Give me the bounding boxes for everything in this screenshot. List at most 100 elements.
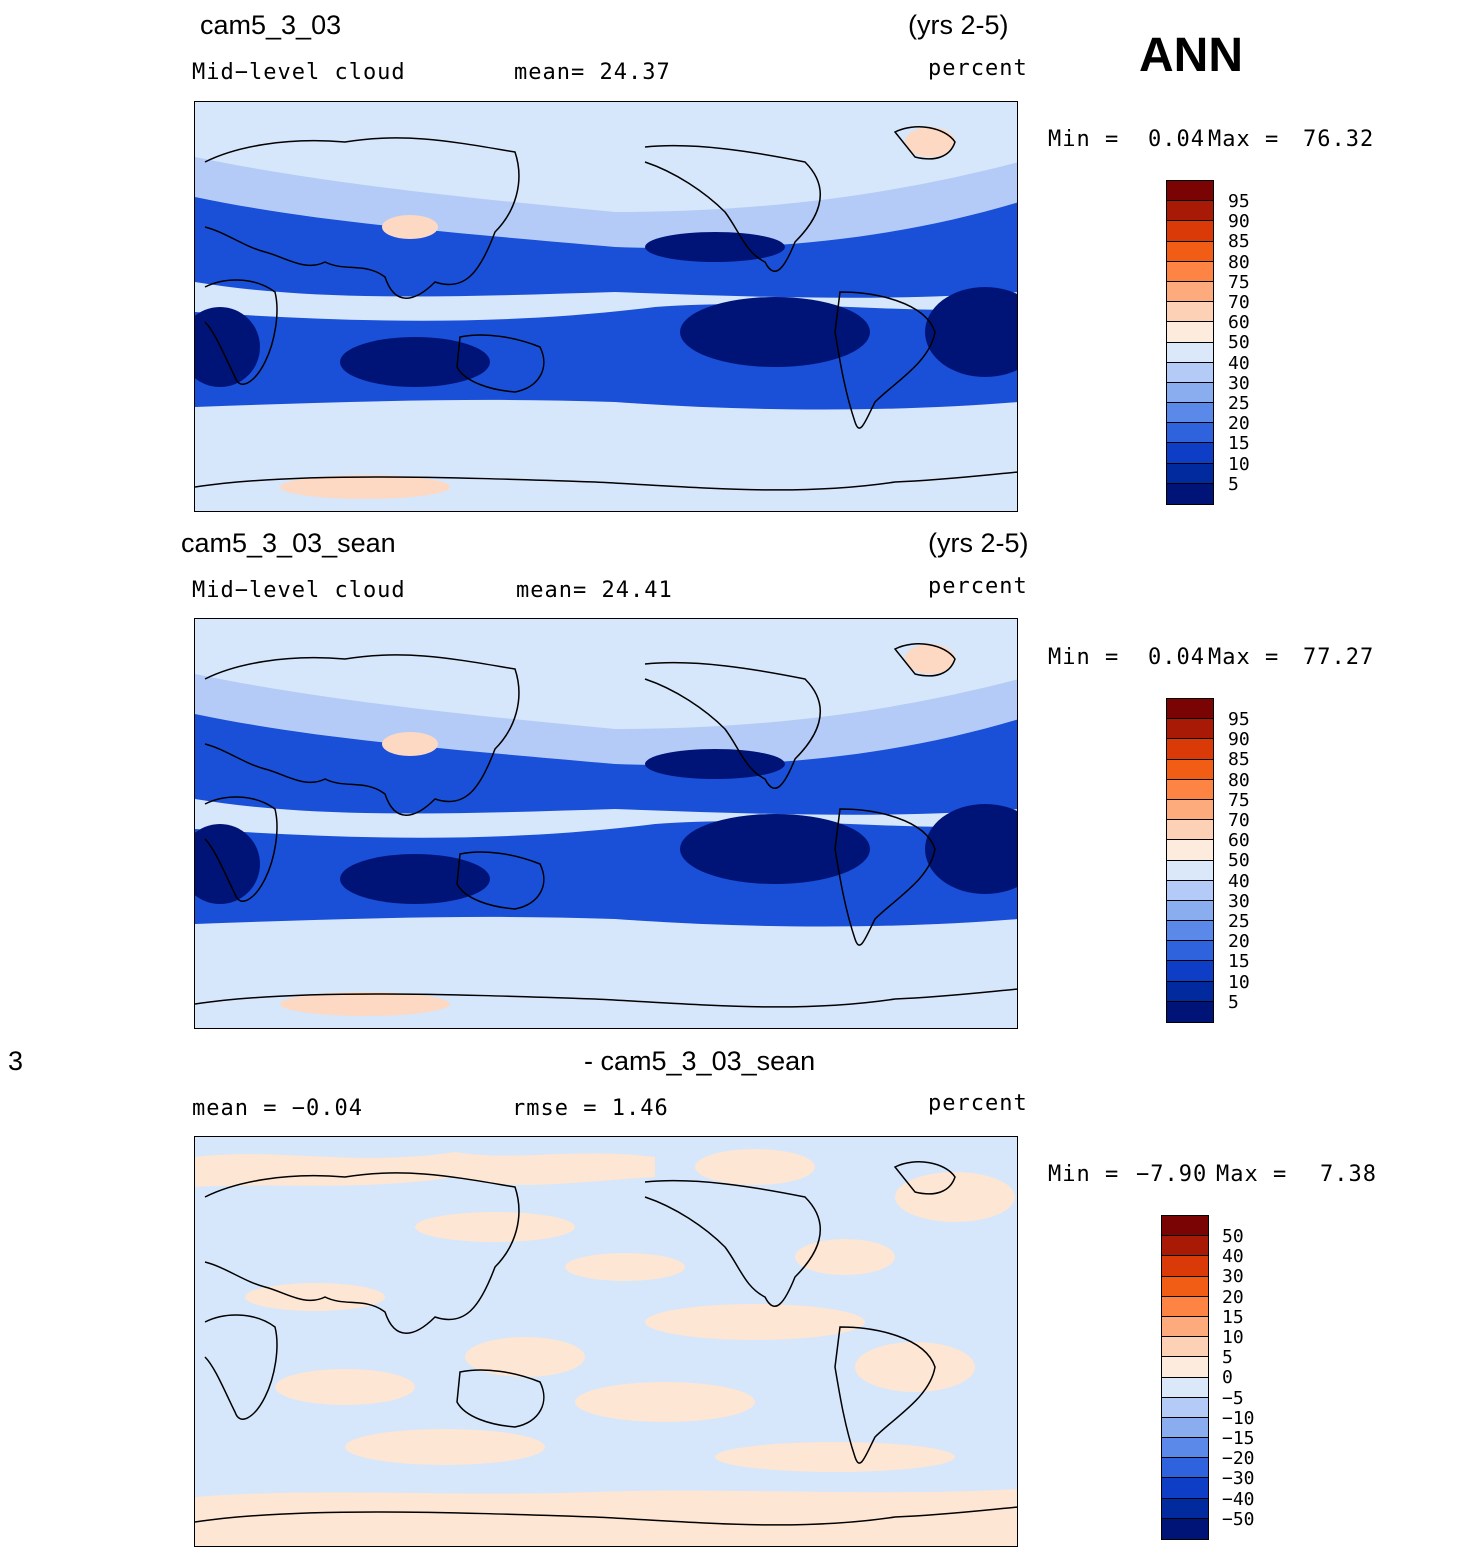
northern-storm-track	[195, 674, 1017, 769]
colorbar-swatch	[1167, 921, 1213, 942]
season-label: ANN	[1139, 29, 1243, 82]
southern-subtropical-band	[195, 821, 1017, 927]
colorbar-tick-label: 85	[1228, 231, 1250, 253]
colorbar-tick-label: 40	[1228, 870, 1250, 892]
panel1-max-label: Max =	[1208, 127, 1280, 152]
coastlines	[195, 1161, 1017, 1526]
colorbar-tick-label: 50	[1228, 850, 1250, 872]
colorbar-tick-label: 50	[1228, 332, 1250, 354]
panel1-variable-label: Mid−level cloud	[192, 60, 406, 85]
colorbar-swatch	[1167, 261, 1213, 282]
panel3-map-svg	[195, 1137, 1017, 1546]
colorbar-tick-label: −5	[1222, 1387, 1244, 1409]
panel3-case-title: - cam5_3_03_sean	[584, 1046, 816, 1076]
colorbar-swatch	[1162, 1357, 1208, 1378]
colorbar-tick-label: 25	[1228, 393, 1250, 415]
panel2-map-svg	[195, 619, 1017, 1028]
northern-subtropical-band	[195, 197, 1017, 298]
panel2-map	[194, 618, 1018, 1029]
colorbar-swatch	[1167, 181, 1213, 202]
colorbar-tick-label: 10	[1228, 971, 1250, 993]
colorbar-tick-label: 95	[1228, 191, 1250, 212]
panel1-min-value: 0.04	[1148, 127, 1205, 152]
panel3-units: percent	[928, 1091, 1028, 1116]
panel3-min-value: −7.90	[1136, 1162, 1208, 1187]
colorbar-tick-label: −40	[1222, 1488, 1255, 1510]
colorbar-tick-label: 75	[1228, 789, 1250, 811]
colorbar-tick-label: 80	[1228, 251, 1250, 273]
colorbar-tick-label: 90	[1228, 211, 1250, 233]
colorbar-swatch	[1167, 463, 1213, 484]
panel1-colorbar-labels: 95 90 85 80 75 70 60 50 40 30 25 20 15 10 5	[1228, 191, 1250, 495]
colorbar-tick-label: 15	[1228, 433, 1250, 455]
colorbar-tick-label: −20	[1222, 1448, 1255, 1470]
colorbar-swatch	[1162, 1276, 1208, 1297]
colorbar-tick-label: 0	[1222, 1367, 1233, 1389]
north-pacific-deck	[645, 749, 785, 779]
colorbar-swatch	[1167, 322, 1213, 343]
colorbar-tick-label: 30	[1228, 890, 1250, 912]
colorbar-tick-label: 15	[1222, 1306, 1244, 1328]
colorbar-swatch	[1162, 1296, 1208, 1317]
antarctic-high-cloud	[280, 475, 450, 499]
greenland-high-cloud	[905, 127, 955, 157]
west-africa-deck	[195, 307, 260, 387]
colorbar-swatch	[1167, 201, 1213, 222]
colorbar-swatch	[1167, 699, 1213, 720]
colorbar-tick-label: 90	[1228, 729, 1250, 751]
panel3-min-label: Min =	[1048, 1162, 1120, 1187]
colorbar-tick-label: 95	[1228, 709, 1250, 730]
greenland-high-cloud	[905, 644, 955, 674]
panel2-case-title: cam5_3_03_sean	[181, 528, 396, 558]
colorbar-swatch	[1167, 739, 1213, 760]
panel2-min-label: Min =	[1048, 645, 1120, 670]
colorbar-swatch	[1167, 860, 1213, 881]
colorbar-swatch	[1167, 799, 1213, 821]
colorbar-swatch	[1167, 302, 1213, 323]
panel3-case-title-left: 3	[8, 1046, 24, 1076]
colorbar-swatch	[1162, 1438, 1208, 1459]
map-difference-field	[195, 1137, 1017, 1546]
colorbar-swatch	[1162, 1377, 1208, 1398]
colorbar-swatch	[1162, 1397, 1208, 1418]
colorbar-tick-label: 5	[1222, 1347, 1233, 1369]
colorbar-swatch	[1167, 981, 1213, 1002]
south-atlantic-deck	[925, 287, 1017, 377]
colorbar-swatch	[1167, 403, 1213, 424]
colorbar-swatch	[1162, 1236, 1208, 1257]
southern-subtropical-band	[195, 304, 1017, 410]
colorbar-tick-label: 10	[1222, 1327, 1244, 1349]
colorbar-tick-label: 85	[1228, 749, 1250, 771]
east-pacific-deck	[680, 814, 870, 884]
colorbar-swatch	[1167, 443, 1213, 464]
south-atlantic-deck	[925, 804, 1017, 894]
colorbar-swatch	[1167, 759, 1213, 780]
colorbar-swatch	[1162, 1316, 1208, 1338]
colorbar-tick-label: 5	[1228, 991, 1239, 1013]
panel3-map	[194, 1136, 1018, 1547]
colorbar-swatch	[1162, 1518, 1208, 1539]
panel2-units: percent	[928, 574, 1028, 599]
colorbar-tick-label: 40	[1222, 1246, 1244, 1268]
colorbar-swatch	[1167, 719, 1213, 740]
colorbar-tick-label: 40	[1228, 352, 1250, 374]
colorbar-swatch	[1167, 483, 1213, 504]
northern-subtropical-band	[195, 714, 1017, 815]
panel1-colorbar	[1166, 180, 1214, 505]
colorbar-swatch	[1167, 423, 1213, 444]
colorbar-swatch	[1167, 362, 1213, 383]
north-pacific-deck	[645, 232, 785, 262]
colorbar-swatch	[1162, 1478, 1208, 1499]
colorbar-swatch	[1167, 961, 1213, 982]
colorbar-swatch	[1167, 941, 1213, 962]
panel2-years: (yrs 2-5)	[928, 528, 1029, 558]
panel1-units: percent	[928, 56, 1028, 81]
panel1-map	[194, 101, 1018, 512]
panel2-min-value: 0.04	[1148, 645, 1205, 670]
colorbar-tick-label: 75	[1228, 271, 1250, 293]
tibet-high-cloud	[382, 732, 438, 756]
panel3-max-value: 7.38	[1320, 1162, 1377, 1187]
colorbar-swatch	[1167, 880, 1213, 901]
panel1-map-svg	[195, 102, 1017, 511]
colorbar-tick-label: 60	[1228, 312, 1250, 334]
